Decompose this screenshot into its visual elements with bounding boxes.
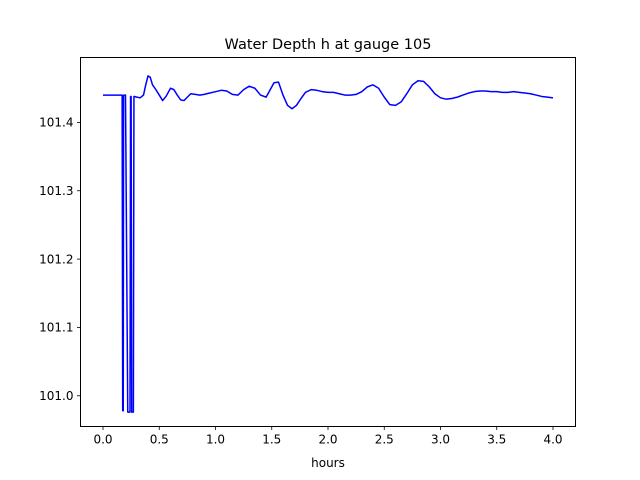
x-axis: 0.0 0.5 1.0 1.5 2.0 2.5 3.0 3.5 4.0 xyxy=(93,426,563,447)
x-tick-label: 1.0 xyxy=(206,433,225,447)
x-tick-label: 2.5 xyxy=(375,433,394,447)
x-axis-label: hours xyxy=(311,456,345,470)
plot-area xyxy=(103,75,554,413)
axes-frame xyxy=(80,57,576,427)
y-tick-label: 101.3 xyxy=(39,184,73,198)
series-line xyxy=(103,75,554,413)
y-tick-label: 101.2 xyxy=(39,252,73,266)
x-tick-label: 1.5 xyxy=(262,433,281,447)
y-axis: 101.0 101.1 101.2 101.3 101.4 xyxy=(39,116,81,403)
x-tick-label: 3.5 xyxy=(487,433,506,447)
x-tick-label: 2.0 xyxy=(318,433,337,447)
y-tick-label: 101.4 xyxy=(39,116,73,130)
x-tick-label: 3.0 xyxy=(431,433,450,447)
x-tick-label: 0.0 xyxy=(93,433,112,447)
chart-title: Water Depth h at gauge 105 xyxy=(225,37,432,53)
y-tick-label: 101.0 xyxy=(39,389,73,403)
y-tick-label: 101.1 xyxy=(39,321,73,335)
x-tick-label: 0.5 xyxy=(150,433,169,447)
x-tick-label: 4.0 xyxy=(543,433,562,447)
